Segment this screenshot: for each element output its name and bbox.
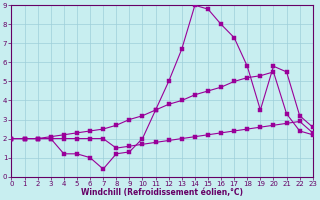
X-axis label: Windchill (Refroidissement éolien,°C): Windchill (Refroidissement éolien,°C) bbox=[81, 188, 243, 197]
